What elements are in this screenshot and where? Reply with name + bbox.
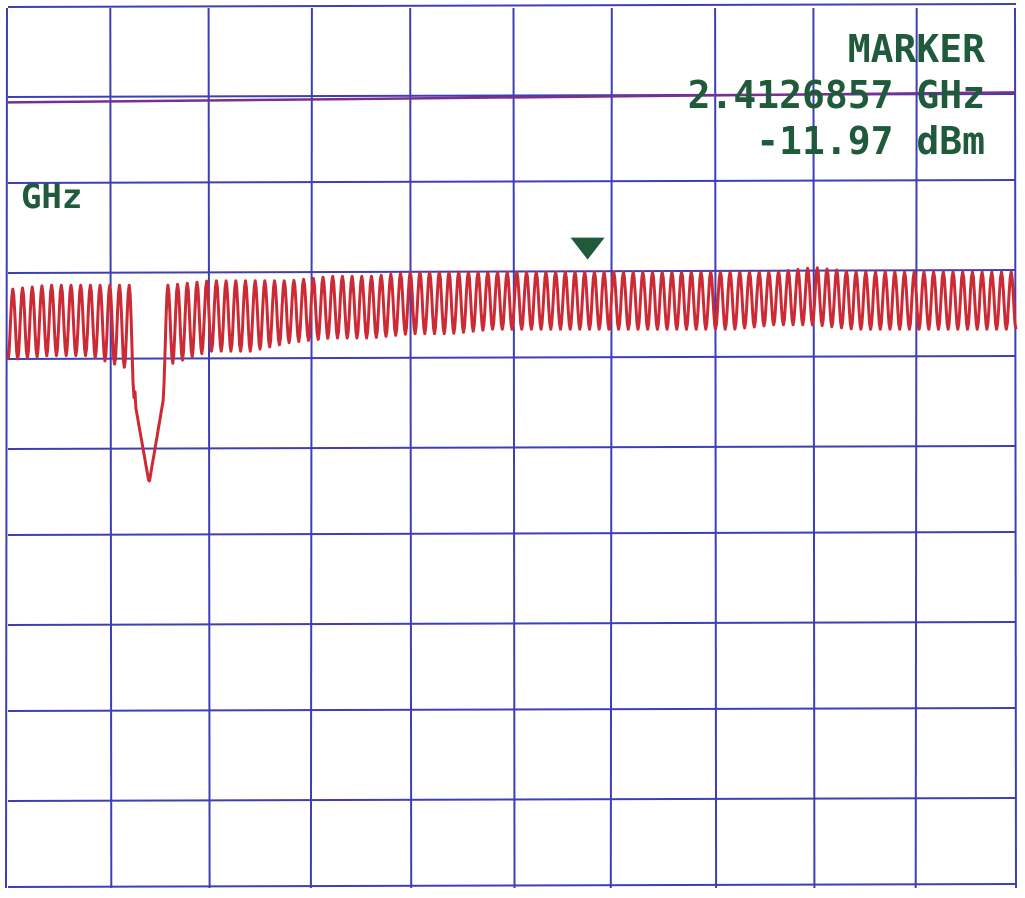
grid-line-horizontal — [7, 883, 1017, 888]
grid-line-horizontal — [7, 531, 1017, 536]
marker-icon — [570, 237, 605, 260]
grid-line-horizontal — [7, 3, 1017, 8]
marker-label: MARKER — [848, 27, 985, 71]
grid-line-horizontal — [7, 269, 1017, 274]
grid-line-vertical — [714, 7, 718, 889]
grid-line-horizontal — [7, 445, 1017, 450]
grid-line-vertical — [1014, 7, 1017, 889]
grid-line-horizontal — [7, 355, 1017, 360]
marker-level: -11.97 dBm — [756, 119, 985, 163]
graticule-grid — [5, 3, 1017, 889]
grid-line-horizontal — [7, 621, 1017, 626]
left-frequency-readout: 7 GHz — [0, 177, 82, 217]
marker-frequency: 2.4126857 GHz — [688, 73, 985, 117]
grid-line-vertical — [812, 7, 816, 889]
grid-line-vertical — [5, 7, 8, 889]
grid-line-horizontal — [7, 179, 1017, 184]
spectrum-trace — [6, 266, 1018, 483]
grid-line-horizontal — [7, 707, 1017, 712]
grid-line-vertical — [914, 7, 918, 889]
reference-level-line — [7, 91, 1017, 104]
grid-line-horizontal — [7, 797, 1017, 802]
